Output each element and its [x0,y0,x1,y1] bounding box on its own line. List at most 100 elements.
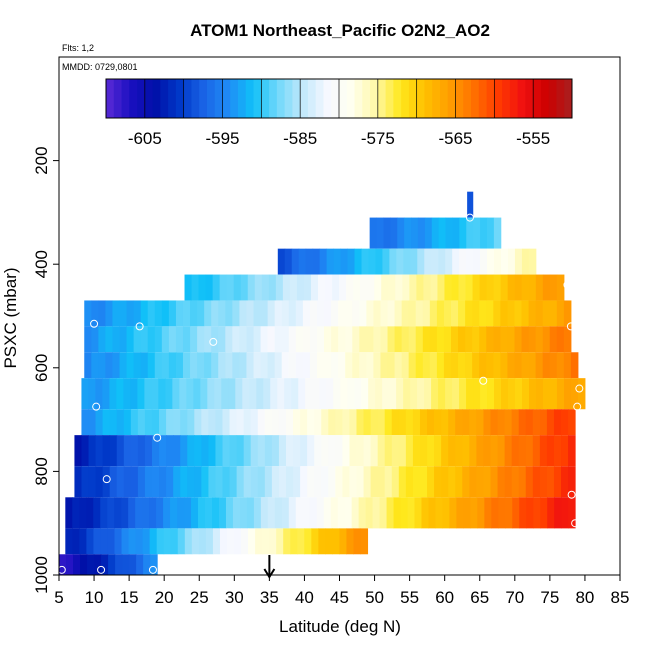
heatmap-cell [424,248,432,275]
heatmap-cell [416,274,424,301]
heatmap-cell [232,352,240,379]
x-tick-label: 75 [540,588,559,607]
heatmap-cell [504,466,513,498]
heatmap-cell [93,497,101,529]
heatmap-cell [361,248,369,275]
heatmap-cell [431,378,439,410]
heatmap-cell [66,554,74,575]
heatmap-cell [228,378,236,410]
heatmap-cell [149,528,158,555]
colorbar-segment [284,79,293,118]
heatmap-cell [274,497,283,529]
heatmap-cell [400,497,409,529]
heatmap-cell [100,528,108,555]
heatmap-cell [380,300,389,327]
colorbar-segment [315,79,324,118]
heatmap-cell [314,435,322,467]
heatmap-cell [86,528,94,555]
colorbar-segment [370,79,379,118]
heatmap-cell [441,409,449,436]
heatmap-cell [257,435,266,467]
heatmap-cell [170,528,179,555]
heatmap-cell [101,554,109,575]
colorbar-segment [509,79,519,118]
heatmap-cell [384,466,393,498]
heatmap-cell [246,300,255,327]
colorbar [105,78,573,119]
heatmap-cell [88,409,97,436]
heatmap-cell [389,248,397,275]
heatmap-cell [345,326,353,353]
heatmap-cell [462,435,470,467]
sample-point [571,519,580,528]
colorbar-segment [238,79,247,118]
heatmap-cell [366,352,374,379]
heatmap-cell [561,497,569,529]
heatmap-cell [377,466,386,498]
heatmap-cell [528,326,537,353]
heatmap-cell [525,435,534,467]
heatmap-cell [535,378,544,410]
heatmap-cell [309,300,318,327]
heatmap-cell [472,326,480,353]
heatmap-cell [427,409,435,436]
heatmap-cell [109,378,117,410]
heatmap-cell [381,274,389,301]
heatmap-cell [436,352,445,379]
heatmap-cell [360,528,369,555]
heatmap-cell [236,466,245,498]
heatmap-cell [270,378,278,410]
heatmap-cell [264,466,273,498]
heatmap-cell [333,248,342,275]
heatmap-cell [514,300,523,327]
heatmap-cell [136,554,144,575]
heatmap-cell [215,409,223,436]
heatmap-cell [352,352,360,379]
sample-point [479,376,488,385]
flights-label: Flts: 1,2 [62,43,94,53]
heatmap-cell [161,326,170,353]
heatmap-cell [349,435,358,467]
heatmap-cell [108,554,116,575]
heatmap-cell [417,248,425,275]
x-tick-label: 55 [400,588,419,607]
colorbar-segment [564,79,573,118]
colorbar-segment [432,79,441,118]
heatmap-cell [88,466,97,498]
heatmap-cell [441,435,449,467]
heatmap-cell [307,466,315,498]
sample-point [563,280,572,289]
heatmap-cell [271,435,280,467]
heatmap-cell [300,466,308,498]
heatmap-cell [324,326,332,353]
heatmap-cell [455,409,463,436]
heatmap-cell [490,435,499,467]
heatmap-cell [73,554,81,575]
colorbar-segment [106,79,115,118]
heatmap-cell [512,497,520,529]
colorbar-segment [354,79,363,118]
heatmap-cell [211,300,219,327]
heatmap-cell [347,378,355,410]
heatmap-cell [518,466,527,498]
heatmap-cell [332,528,340,555]
heatmap-cell [168,326,177,353]
heatmap-cell [302,326,311,353]
heatmap-cell [448,409,456,436]
heatmap-cell [298,248,307,275]
heatmap-cell [466,378,474,410]
heatmap-cell [140,326,149,353]
heatmap-cell [159,435,167,467]
heatmap-cell [307,409,315,436]
x-tick-label: 25 [190,588,209,607]
heatmap-cell [391,435,400,467]
heatmap-cell [490,466,499,498]
heatmap-cell [470,497,478,529]
x-tick-label: 85 [611,588,630,607]
heatmap-cell [338,300,346,327]
heatmap-cell [221,378,229,410]
heatmap-cell [472,352,480,379]
heatmap-cell [396,248,404,275]
heatmap-cell [288,300,297,327]
heatmap-cell [359,352,367,379]
